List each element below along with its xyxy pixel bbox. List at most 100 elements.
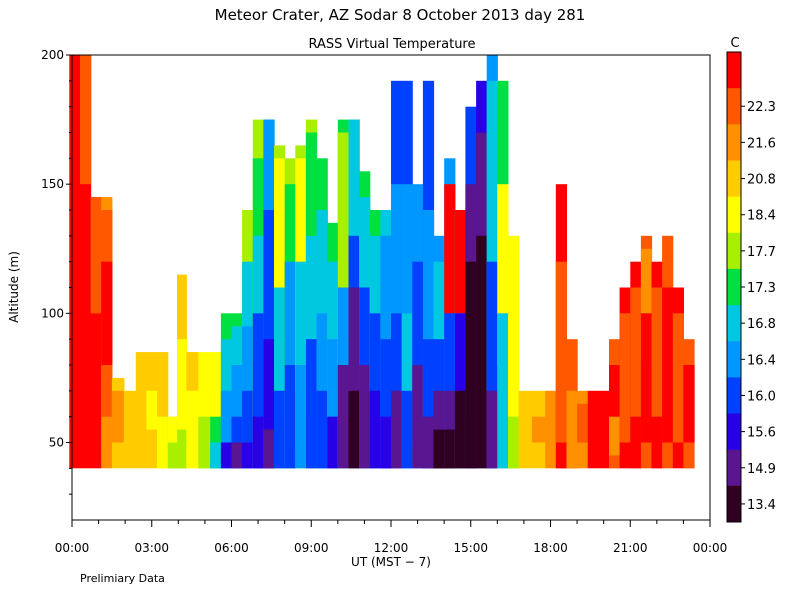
temperature-band	[555, 261, 567, 443]
temperature-band	[433, 429, 445, 469]
temperature-band	[305, 339, 318, 469]
temperature-band	[157, 416, 169, 469]
y-axis-label: Altitude (m)	[7, 251, 21, 323]
temperature-band	[672, 313, 684, 443]
x-tick-label: 03:00	[134, 541, 169, 555]
temperature-band	[497, 313, 509, 469]
colorbar-swatch	[727, 160, 741, 198]
temperature-band	[444, 184, 456, 314]
temperature-band	[263, 429, 275, 469]
temperature-band	[348, 287, 360, 469]
y-tick-label: 50	[49, 436, 64, 450]
temperature-band	[90, 197, 102, 469]
colorbar-label: 20.8	[747, 173, 776, 188]
temperature-band	[263, 339, 275, 469]
temperature-band	[348, 390, 360, 469]
temperature-band	[210, 352, 222, 469]
temperature-band	[186, 352, 199, 391]
plot-area: 50 100 150 200 00:00 03:00 06:00 09:00 12:00 15:…	[41, 48, 727, 555]
y-tick-label: 200	[41, 48, 64, 62]
colorbar-label: 21.6	[747, 136, 776, 151]
temperature-band	[619, 313, 631, 443]
temperature-band	[454, 390, 466, 469]
temperature-band	[274, 287, 286, 469]
temperature-band	[486, 390, 498, 469]
temperature-band	[401, 184, 413, 314]
colorbar-swatch	[727, 232, 741, 270]
temperature-band	[69, 55, 81, 469]
temperature-band	[220, 442, 233, 469]
temperature-band	[422, 210, 435, 417]
temperature-band	[444, 390, 456, 469]
temperature-band	[337, 365, 349, 469]
colorbar-swatch	[727, 268, 741, 306]
y-tick-label: 150	[41, 177, 64, 191]
temperature-band	[111, 390, 125, 443]
temperature-band	[609, 416, 621, 456]
temperature-band	[640, 248, 653, 366]
y-axis-ticks: 50 100 150 200	[41, 48, 72, 495]
temperature-band	[651, 287, 663, 417]
colorbar-label: 15.6	[747, 426, 776, 441]
preliminary-note: Prelimiary Data	[80, 572, 165, 585]
temperature-band	[630, 287, 642, 417]
colorbar-swatch	[727, 305, 741, 342]
temperature-band	[518, 390, 533, 469]
temperature-band	[327, 416, 339, 469]
temperature-band	[369, 390, 381, 469]
colorbar-swatch	[727, 52, 741, 89]
temperature-band	[683, 365, 695, 443]
temperature-band	[380, 339, 392, 469]
colorbar-swatch	[727, 413, 741, 451]
colorbar-swatches	[726, 51, 742, 523]
colorbar-swatch	[727, 88, 741, 125]
colorbar-label: 16.4	[747, 353, 776, 368]
temperature-band	[465, 261, 477, 469]
temperature-band	[231, 365, 243, 469]
temperature-band	[146, 390, 158, 430]
temperature-band	[545, 390, 557, 469]
temperature-band	[327, 339, 339, 469]
temperature-band	[531, 416, 546, 443]
x-axis-ticks: 00:00 03:00 06:00 09:00 12:00 15:00 18:00 21:00…	[55, 520, 727, 555]
temperature-band	[587, 390, 599, 469]
temperature-band	[167, 416, 178, 469]
x-tick-label: 00:00	[55, 541, 90, 555]
temperature-band	[391, 184, 403, 417]
colorbar-unit: C	[730, 36, 739, 51]
chart-subtitle: RASS Virtual Temperature	[309, 37, 476, 52]
colorbar-swatch	[727, 485, 741, 523]
temperature-band	[412, 261, 424, 443]
temperature-band	[444, 429, 456, 469]
x-tick-label: 09:00	[294, 541, 329, 555]
temperature-band	[497, 184, 509, 365]
temperature-band	[284, 365, 296, 469]
temperature-band	[80, 55, 92, 469]
temperature-band	[454, 210, 466, 314]
temperature-band	[177, 339, 187, 456]
colorbar-label: 18.4	[747, 209, 776, 224]
temperature-band	[242, 442, 254, 469]
temperature-field	[69, 55, 695, 469]
x-tick-label: 06:00	[214, 541, 249, 555]
temperature-band	[123, 390, 137, 469]
temperature-band	[609, 365, 621, 443]
colorbar-label: 17.3	[747, 281, 776, 296]
temperature-band	[412, 365, 424, 469]
colorbar-label: 16.8	[747, 317, 776, 332]
colorbar: C 13.4 14.9 15.6 16.0 16.4 16.8 17.3 17.7 18.4 20…	[726, 36, 776, 523]
x-tick-label: 18:00	[533, 541, 568, 555]
temperature-band	[508, 235, 520, 469]
temperature-band	[359, 365, 371, 469]
temperature-band	[295, 365, 307, 469]
temperature-band	[316, 390, 328, 469]
temperature-band	[252, 313, 264, 469]
temperature-band	[157, 352, 169, 469]
temperature-band	[242, 390, 254, 469]
colorbar-label: 17.7	[747, 245, 776, 260]
temperature-band	[198, 416, 211, 469]
chart-title: Meteor Crater, AZ Sodar 8 October 2013 d…	[215, 6, 586, 24]
temperature-band	[598, 390, 610, 469]
temperature-band	[177, 429, 187, 469]
temperature-band	[380, 235, 392, 417]
